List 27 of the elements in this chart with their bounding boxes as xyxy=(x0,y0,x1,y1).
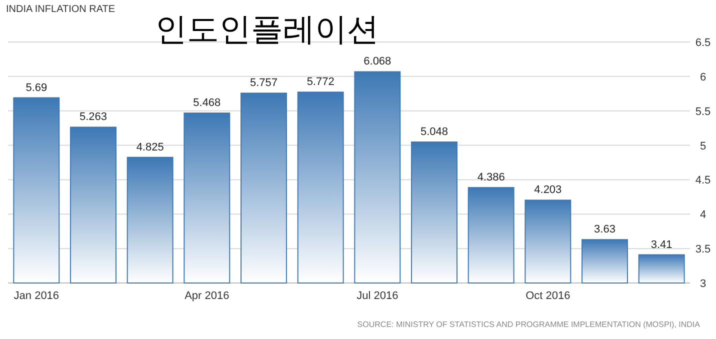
y-tick-label: 4.5 xyxy=(695,174,711,187)
y-tick-label: 6.5 xyxy=(695,37,711,49)
y-tick-label: 4 xyxy=(700,209,706,222)
x-tick-label: Apr 2016 xyxy=(184,290,230,302)
data-label: 5.69 xyxy=(26,82,48,94)
data-label: 4.386 xyxy=(477,172,505,184)
y-tick-label: 3 xyxy=(700,278,706,290)
data-label: 3.41 xyxy=(650,238,672,251)
x-tick-label: Jul 2016 xyxy=(356,290,398,302)
data-label: 6.068 xyxy=(364,56,392,68)
data-label: 4.203 xyxy=(534,184,562,196)
x-tick-label: Oct 2016 xyxy=(526,290,570,302)
data-label: 5.757 xyxy=(250,77,278,90)
data-label: 5.048 xyxy=(420,126,448,138)
source-note: SOURCE: MINISTRY OF STATISTICS AND PROGRAMME IMPLEMENTATION (MOSPI), INDIA xyxy=(357,320,701,329)
x-tick-label: Jan 2016 xyxy=(14,290,60,302)
y-tick-label: 5.5 xyxy=(695,106,711,118)
chart-title: INDIA INFLATION RATE xyxy=(6,4,116,15)
y-tick-label: 3.5 xyxy=(695,244,711,256)
data-label: 5.468 xyxy=(193,97,221,110)
data-label: 5.772 xyxy=(306,76,334,88)
y-tick-label: 6 xyxy=(700,71,706,84)
data-label: 5.263 xyxy=(79,111,108,124)
chart-subtitle: 인도인플레이션 xyxy=(155,11,379,47)
data-label: 3.63 xyxy=(594,224,616,236)
data-label: 4.825 xyxy=(136,141,164,154)
y-tick-label: 5 xyxy=(700,140,706,152)
